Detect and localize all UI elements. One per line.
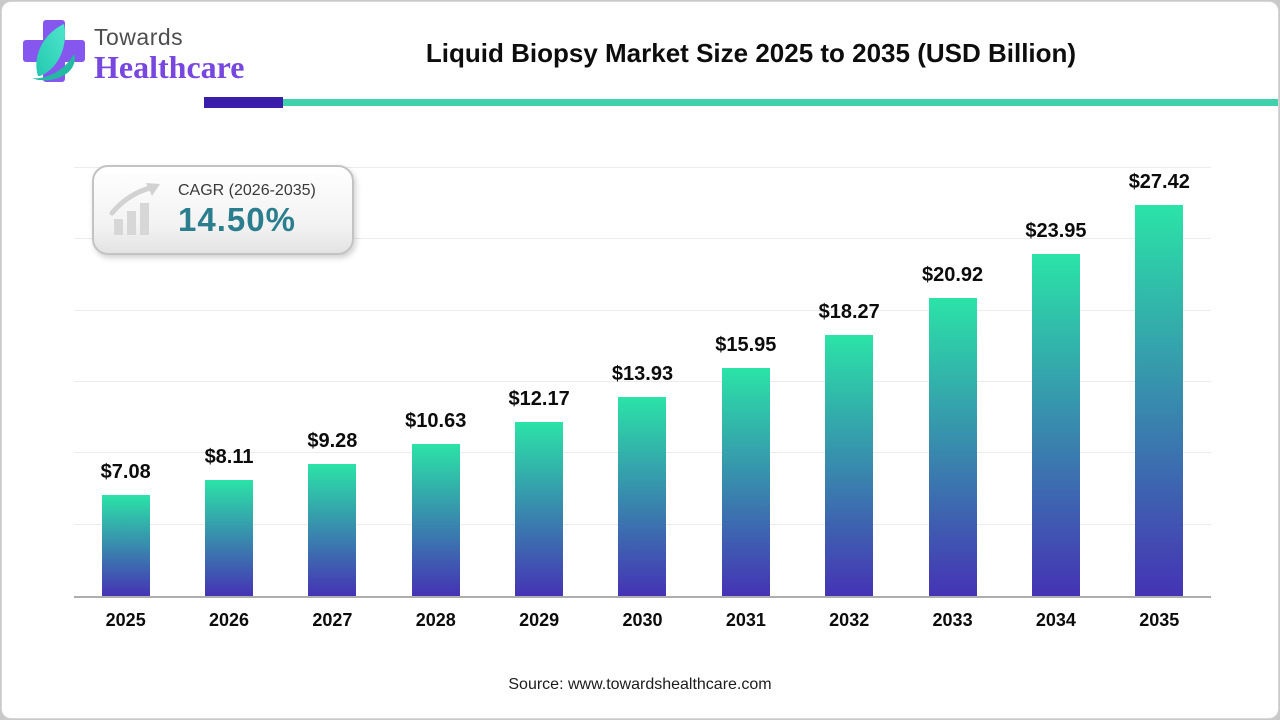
bar-slot-2032: $18.27 <box>798 168 901 596</box>
x-label-2035: 2035 <box>1139 610 1180 630</box>
bar-slot-2031: $15.95 <box>694 168 797 596</box>
cagr-badge: CAGR (2026-2035) 14.50% <box>92 165 354 255</box>
bar-value-label-2025: $7.08 <box>100 461 151 483</box>
bar-slot-2027: $9.28 <box>281 168 384 596</box>
x-label-2025: 2025 <box>105 610 146 630</box>
growth-chart-icon <box>109 183 160 235</box>
bars-row: $7.08 $8.11 $9.28 $10.63 $12.17 $13.93 $15.95 $… <box>74 168 1211 596</box>
bar-2031 <box>721 368 770 596</box>
x-label-2032: 2032 <box>829 610 870 630</box>
bar-value-label-2033: $20.92 <box>921 263 984 286</box>
bar-slot-2029: $12.17 <box>487 168 590 596</box>
bar-value-label-2031: $15.95 <box>715 334 777 357</box>
gridline-20 <box>74 309 1211 311</box>
x-axis-labels: 2025 2026 2027 2028 2029 2030 2031 2032 2033 2034… <box>74 610 1211 631</box>
x-label-2026: 2026 <box>209 610 250 630</box>
bar-value-label-2035: $27.42 <box>1128 170 1190 193</box>
source-text: Source: www.towardshealthcare.com <box>508 676 772 693</box>
bar-2034 <box>1031 254 1080 596</box>
plot-area: $7.08 $8.11 $9.28 $10.63 $12.17 $13.93 $15.95 $… <box>74 167 1211 598</box>
x-label-2034: 2034 <box>1035 610 1076 630</box>
bar-value-label-2030: $13.93 <box>611 363 674 386</box>
chart-title: Liquid Biopsy Market Size 2025 to 2035 (… <box>425 38 1077 68</box>
bar-2035 <box>1135 204 1184 596</box>
x-label-2031: 2031 <box>725 610 766 630</box>
bar-2030 <box>618 397 667 596</box>
brand-logo: Towards Healthcare <box>20 14 244 86</box>
bar-value-label-2032: $18.27 <box>818 301 880 324</box>
x-label-2027: 2027 <box>312 610 353 630</box>
bar-2028 <box>411 444 460 596</box>
bar-2033 <box>928 297 977 596</box>
bar-value-label-2027: $9.28 <box>307 429 358 452</box>
bar-slot-2030: $13.93 <box>591 168 694 596</box>
cagr-text: CAGR (2026-2035) 14.50% <box>178 182 316 239</box>
healthcare-cross-leaf-icon <box>23 20 85 82</box>
bar-slot-2028: $10.63 <box>384 168 487 596</box>
divider-line-segment <box>283 99 1278 106</box>
brand-name-bottom: Healthcare <box>94 49 245 85</box>
gridline-15 <box>74 381 1211 382</box>
cagr-label: CAGR (2026-2035) <box>178 181 316 199</box>
bar-slot-2035: $27.42 <box>1108 168 1211 596</box>
bar-value-label-2034: $23.95 <box>1025 220 1087 243</box>
bar-2032 <box>825 335 874 596</box>
brand-wordmark: Towards Healthcare <box>94 14 244 86</box>
bar-slot-2025: $7.08 <box>74 168 177 596</box>
x-label-2029: 2029 <box>519 610 560 630</box>
divider-accent-segment <box>204 97 283 108</box>
bar-2026 <box>205 480 254 596</box>
gridline-25 <box>74 238 1211 240</box>
header-divider <box>2 97 1278 109</box>
brand-name-top: Towards <box>94 24 184 50</box>
cagr-value: 14.50% <box>178 200 296 238</box>
bar-2025 <box>101 495 150 596</box>
bar-value-label-2026: $8.11 <box>204 446 254 469</box>
bar-slot-2033: $20.92 <box>901 168 1004 596</box>
bar-slot-2034: $23.95 <box>1004 168 1107 596</box>
x-label-2030: 2030 <box>622 610 663 630</box>
bar-2029 <box>515 422 564 596</box>
bar-slot-2026: $8.11 <box>177 168 280 596</box>
x-label-2028: 2028 <box>415 610 456 630</box>
gridline-30 <box>74 167 1211 168</box>
bar-2027 <box>308 463 357 596</box>
bar-value-label-2028: $10.63 <box>405 410 467 433</box>
bar-value-label-2029: $12.17 <box>508 388 570 411</box>
x-label-2033: 2033 <box>932 610 973 630</box>
